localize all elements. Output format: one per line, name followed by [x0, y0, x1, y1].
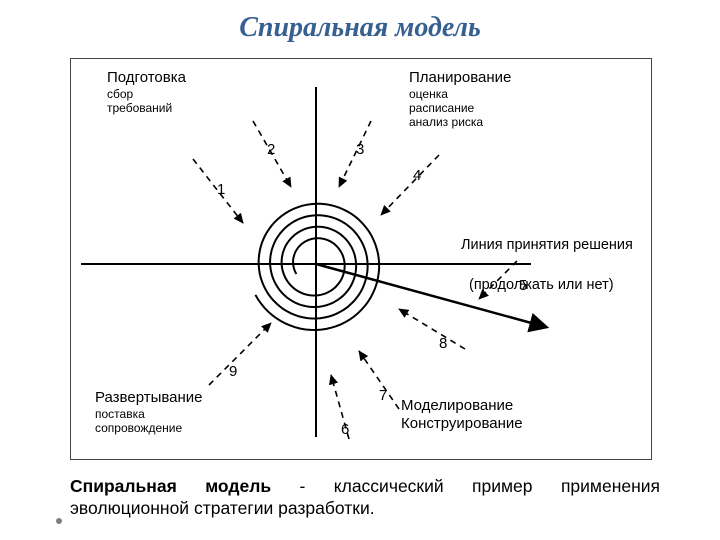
- iteration-number: 2: [267, 141, 275, 159]
- iteration-number: 6: [341, 421, 349, 439]
- quadrant-bottom-right: МоделированиеКонструирование: [401, 397, 523, 432]
- slide: Спиральная модель Подготовкасбортребован…: [0, 0, 720, 540]
- iteration-number: 5: [519, 277, 527, 295]
- caption-bold: Спиральная модель: [70, 476, 271, 496]
- quadrant-bottom-left: Развертываниепоставкасопровождение: [95, 389, 203, 435]
- caption-text: Спиральная модель - классический пример …: [70, 476, 660, 520]
- iteration-number: 9: [229, 363, 237, 381]
- decision-line-label-1: Линия принятия решения: [461, 237, 633, 254]
- iteration-number: 4: [413, 167, 421, 185]
- spiral-diagram: Подготовкасбортребований Планированиеоце…: [70, 58, 652, 460]
- iteration-number: 8: [439, 335, 447, 353]
- iteration-number: 3: [356, 141, 364, 159]
- decision-line-label-2: (продолжать или нет): [469, 277, 614, 294]
- quadrant-top-right: Планированиеоценкарасписаниеанализ риска: [409, 69, 511, 129]
- quadrant-top-left: Подготовкасбортребований: [107, 69, 186, 115]
- slide-title: Спиральная модель: [0, 12, 720, 44]
- iteration-number: 1: [217, 181, 225, 199]
- iteration-number: 7: [379, 387, 387, 405]
- bullet-icon: [56, 518, 62, 524]
